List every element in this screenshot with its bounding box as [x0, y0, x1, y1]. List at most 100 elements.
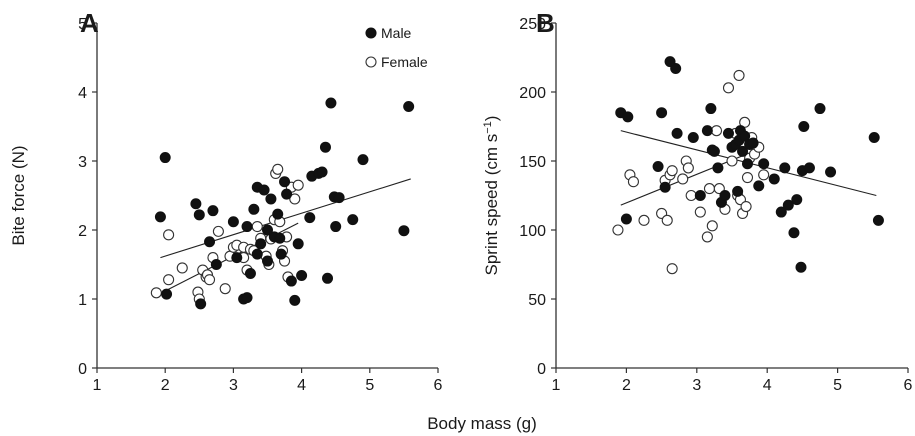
data-point-male: [739, 130, 751, 142]
data-point-male: [814, 103, 826, 115]
data-point-male: [292, 238, 304, 250]
y-tick-label: 0: [78, 361, 87, 378]
data-point-male: [825, 166, 837, 178]
data-point-male: [788, 227, 800, 239]
data-point-male: [244, 267, 256, 279]
y-tick-label: 200: [519, 85, 546, 102]
data-point-male: [719, 190, 731, 201]
data-point-female: [292, 179, 304, 191]
data-point-female: [706, 220, 718, 232]
data-point-female: [682, 162, 694, 174]
data-point-female: [163, 229, 175, 241]
data-point-male: [652, 161, 664, 173]
y-axis-label: Sprint speed (cm s−1): [482, 116, 501, 276]
data-point-male: [803, 162, 815, 174]
data-point-female: [272, 163, 284, 175]
data-point-male: [872, 214, 884, 226]
x-tick-label: 2: [622, 377, 631, 394]
data-point-male: [275, 248, 287, 260]
data-point-male: [248, 203, 260, 215]
y-tick-label: 1: [78, 292, 87, 309]
data-point-male: [622, 111, 634, 123]
data-point-male: [701, 125, 713, 137]
data-point-female: [758, 169, 770, 181]
data-point-male: [741, 158, 753, 170]
data-point-female: [685, 189, 697, 202]
data-point-male: [262, 255, 273, 267]
y-tick-label: 3: [78, 154, 87, 171]
x-tick-label: 6: [434, 377, 443, 394]
data-point-male: [791, 194, 803, 206]
y-axis-label: Bite force (N): [9, 145, 28, 245]
data-point-male: [330, 221, 342, 233]
legend: Male Female: [365, 25, 428, 70]
data-point-male: [732, 185, 744, 197]
data-point-male: [758, 158, 770, 170]
data-point-male: [398, 225, 410, 237]
legend-marker-male: [365, 27, 377, 39]
data-point-male: [768, 173, 780, 185]
data-point-male: [281, 188, 293, 200]
data-point-female: [638, 214, 650, 226]
data-point-male: [319, 141, 331, 153]
data-point-male: [333, 192, 345, 204]
data-point-female: [694, 206, 706, 218]
panel-label: A: [80, 8, 99, 38]
x-tick-label: 6: [904, 377, 913, 394]
data-point-male: [868, 132, 880, 144]
data-point-male: [154, 211, 166, 223]
data-point-female: [703, 183, 716, 195]
data-point-male: [798, 121, 810, 132]
data-point-male: [659, 181, 671, 193]
data-point-female: [176, 262, 188, 274]
data-point-male: [227, 216, 239, 228]
data-point-male: [687, 132, 699, 144]
data-point-male: [357, 154, 369, 166]
data-point-male: [795, 261, 807, 273]
regression-line-male: [160, 178, 411, 259]
x-axis-label: Body mass (g): [427, 414, 537, 433]
data-point-male: [775, 206, 787, 218]
y-tick-label: 150: [519, 154, 546, 171]
y-tick-label: 100: [519, 223, 546, 240]
data-point-male: [279, 176, 291, 188]
data-point-male: [347, 214, 359, 226]
data-point-male: [289, 294, 301, 306]
data-point-female: [740, 200, 752, 213]
data-point-male: [274, 232, 286, 244]
data-point-male: [779, 162, 791, 174]
data-point-male: [670, 63, 682, 75]
x-tick-label: 1: [552, 377, 561, 394]
y-tick-label: 0: [537, 361, 546, 378]
data-point-male: [265, 193, 277, 205]
x-tick-label: 3: [229, 377, 238, 394]
data-point-female: [722, 82, 735, 94]
y-tick-label: 2: [78, 223, 87, 240]
y-tick-label: 4: [78, 85, 87, 102]
y-tick-label: 5: [78, 16, 87, 33]
data-point-male: [255, 238, 267, 250]
legend-label-female: Female: [381, 54, 428, 70]
data-point-male: [272, 208, 284, 220]
data-point-male: [296, 270, 308, 282]
data-point-male: [241, 221, 253, 233]
data-point-male: [251, 248, 263, 260]
x-tick-label: 3: [692, 377, 701, 394]
data-point-female: [741, 172, 754, 184]
x-tick-label: 4: [763, 377, 772, 394]
data-point-male: [258, 184, 270, 196]
data-point-male: [285, 275, 297, 287]
data-point-male: [262, 224, 273, 236]
data-point-male: [241, 292, 253, 304]
data-point-female: [701, 231, 713, 243]
data-point-male: [195, 298, 207, 310]
y-axis-label-superscript: −1: [482, 121, 494, 134]
data-point-female: [733, 69, 745, 81]
data-point-female: [289, 193, 301, 205]
data-point-male: [656, 107, 668, 119]
data-point-male: [782, 199, 794, 211]
panel-b: 1 2 3 4 5 6 0 50 100 150 200 250 Sprint speed (cm s−…: [482, 8, 913, 394]
data-point-male: [722, 127, 734, 139]
regression-line-female: [620, 146, 764, 206]
